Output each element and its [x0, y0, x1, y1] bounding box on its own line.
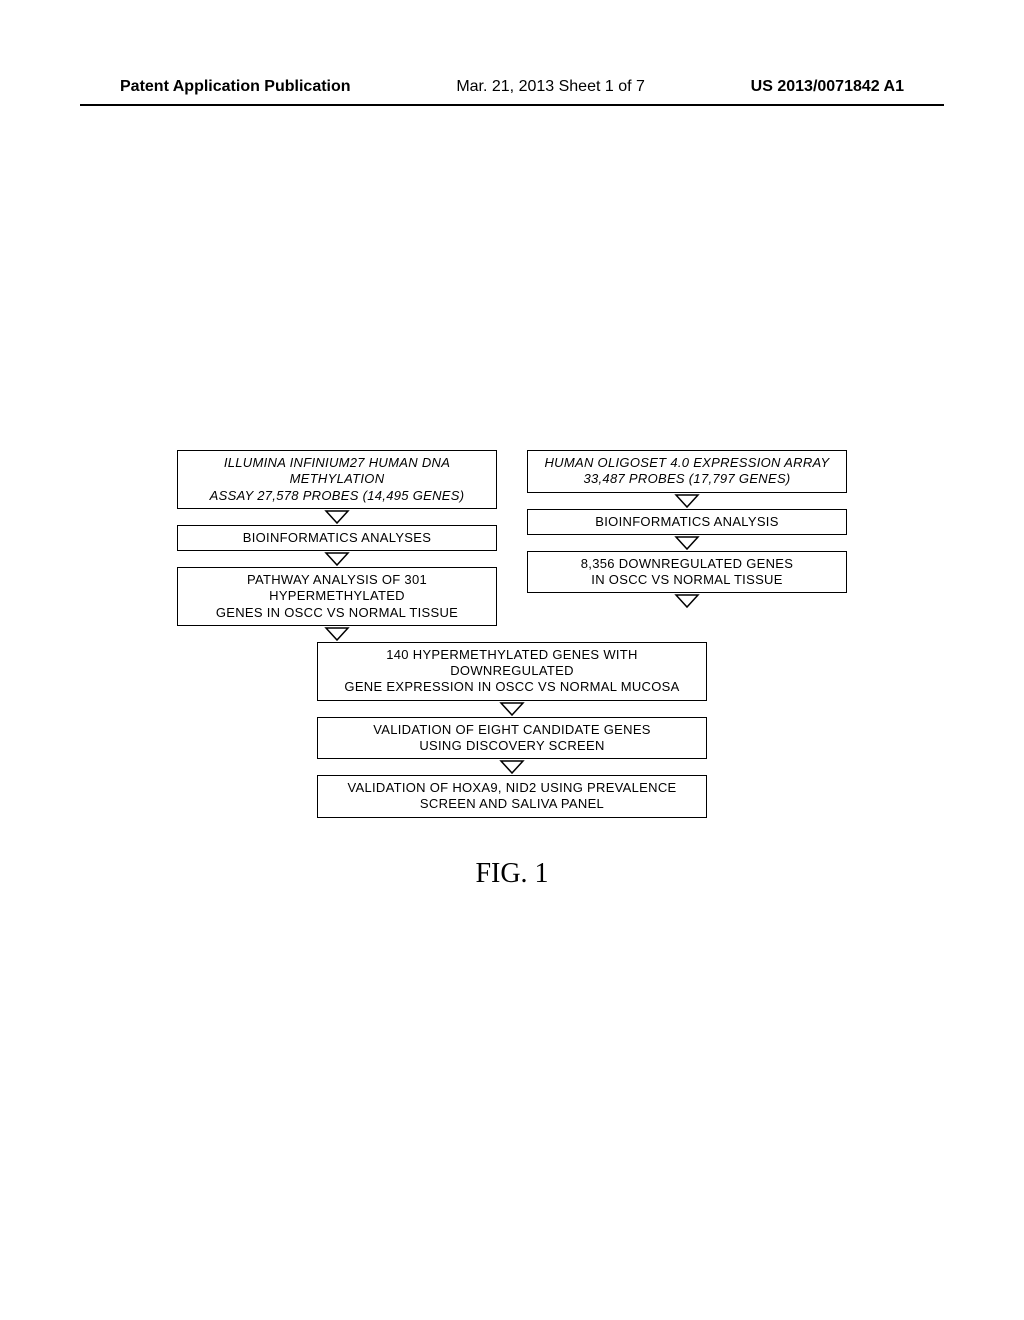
box-text: ASSAY 27,578 PROBES (14,495 GENES) — [188, 488, 486, 504]
down-arrow-icon — [322, 551, 352, 567]
flow-col-left: ILLUMINA INFINIUM27 HUMAN DNA METHYLATIO… — [177, 450, 497, 642]
box-text: VALIDATION OF EIGHT CANDIDATE GENES — [328, 722, 696, 738]
down-arrow-icon — [497, 759, 527, 775]
box-downregulated-genes: 8,356 DOWNREGULATED GENES IN OSCC VS NOR… — [527, 551, 847, 594]
box-text: GENE EXPRESSION IN OSCC VS NORMAL MUCOSA — [328, 679, 696, 695]
down-arrow-icon — [672, 535, 702, 551]
box-text: BIOINFORMATICS ANALYSES — [188, 530, 486, 546]
down-arrow-icon — [322, 626, 352, 642]
box-bioinformatics-right: BIOINFORMATICS ANALYSIS — [527, 509, 847, 535]
box-validation-hoxa9-nid2: VALIDATION OF HOXA9, NID2 USING PREVALEN… — [317, 775, 707, 818]
down-arrow-icon — [322, 509, 352, 525]
box-text: VALIDATION OF HOXA9, NID2 USING PREVALEN… — [328, 780, 696, 796]
box-text: GENES IN OSCC VS NORMAL TISSUE — [188, 605, 486, 621]
flow-col-right: HUMAN OLIGOSET 4.0 EXPRESSION ARRAY 33,4… — [527, 450, 847, 642]
box-text: USING DISCOVERY SCREEN — [328, 738, 696, 754]
box-text: 8,356 DOWNREGULATED GENES — [538, 556, 836, 572]
box-text: IN OSCC VS NORMAL TISSUE — [538, 572, 836, 588]
box-methylation-assay: ILLUMINA INFINIUM27 HUMAN DNA METHYLATIO… — [177, 450, 497, 509]
box-text: BIOINFORMATICS ANALYSIS — [538, 514, 836, 530]
box-text: PATHWAY ANALYSIS OF 301 HYPERMETHYLATED — [188, 572, 486, 605]
down-arrow-icon — [497, 701, 527, 717]
box-bioinformatics-left: BIOINFORMATICS ANALYSES — [177, 525, 497, 551]
box-text: 33,487 PROBES (17,797 GENES) — [538, 471, 836, 487]
down-arrow-icon — [672, 593, 702, 609]
box-hypermethylated-downregulated: 140 HYPERMETHYLATED GENES WITH DOWNREGUL… — [317, 642, 707, 701]
header-left: Patent Application Publication — [120, 78, 351, 96]
header-center: Mar. 21, 2013 Sheet 1 of 7 — [456, 78, 645, 96]
box-expression-array: HUMAN OLIGOSET 4.0 EXPRESSION ARRAY 33,4… — [527, 450, 847, 493]
header-right: US 2013/0071842 A1 — [751, 78, 904, 96]
down-arrow-icon — [672, 493, 702, 509]
box-text: ILLUMINA INFINIUM27 HUMAN DNA METHYLATIO… — [188, 455, 486, 488]
box-text: HUMAN OLIGOSET 4.0 EXPRESSION ARRAY — [538, 455, 836, 471]
figure-label: FIG. 1 — [475, 858, 548, 890]
box-pathway-analysis: PATHWAY ANALYSIS OF 301 HYPERMETHYLATED … — [177, 567, 497, 626]
flow-row-top: ILLUMINA INFINIUM27 HUMAN DNA METHYLATIO… — [0, 450, 1024, 642]
flow-col-merge: 140 HYPERMETHYLATED GENES WITH DOWNREGUL… — [317, 642, 707, 818]
box-text: 140 HYPERMETHYLATED GENES WITH DOWNREGUL… — [328, 647, 696, 680]
page-header: Patent Application Publication Mar. 21, … — [0, 78, 1024, 96]
flowchart: ILLUMINA INFINIUM27 HUMAN DNA METHYLATIO… — [0, 450, 1024, 890]
box-validation-eight-genes: VALIDATION OF EIGHT CANDIDATE GENES USIN… — [317, 717, 707, 760]
box-text: SCREEN AND SALIVA PANEL — [328, 796, 696, 812]
header-rule — [80, 104, 944, 106]
